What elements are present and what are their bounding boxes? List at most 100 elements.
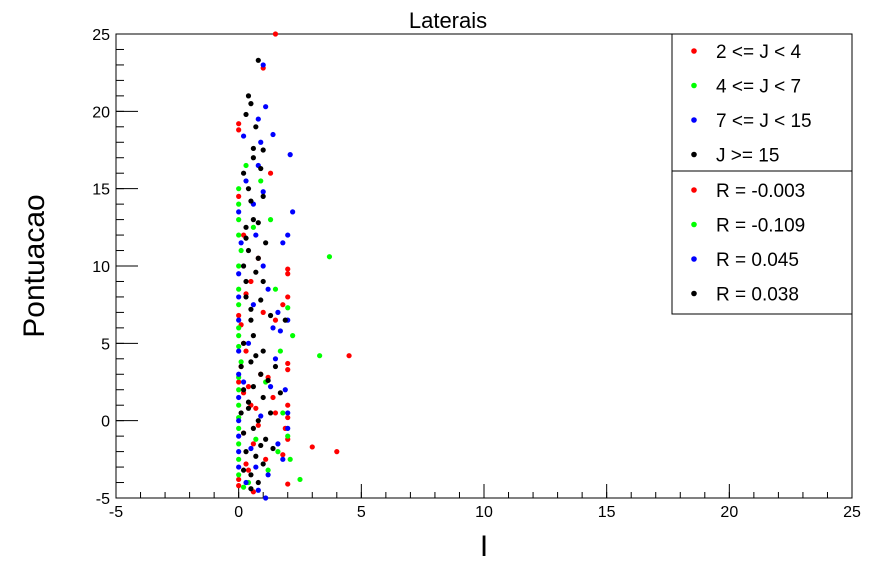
data-point [263,104,269,110]
data-point [243,294,249,300]
data-point [255,487,261,493]
data-point [272,356,279,362]
data-point [238,410,244,416]
data-point [260,189,266,195]
data-point [236,402,242,408]
data-point [250,145,256,152]
x-axis-ticks: -5 0 5 10 15 20 25 [109,484,861,521]
data-point [236,286,242,292]
data-point [236,325,242,331]
data-point [245,399,252,405]
data-point [263,456,269,462]
data-point [280,410,286,416]
data-point [250,384,256,390]
data-point [326,254,333,260]
x-tick-label: 5 [357,504,366,521]
data-point [277,348,283,354]
data-point [275,449,281,455]
data-point [240,467,247,473]
y-tick-label: 25 [92,27,110,44]
data-point [255,116,261,122]
data-point [297,476,303,483]
data-point [236,232,242,238]
y-tick-label: 0 [101,414,110,431]
legend-frame [671,33,853,315]
data-point [245,384,252,390]
correlation-entry-label: R = -0.003 [716,181,805,202]
data-point [236,271,242,277]
data-point [272,286,279,292]
data-point [243,224,249,230]
data-point [238,247,244,254]
data-point [265,377,271,384]
data-point [243,162,249,169]
correlation-entry-label: R = 0.045 [716,250,799,271]
correlation-entry-marker [691,256,697,262]
data-point [258,442,264,449]
data-point [272,317,279,323]
data-point [290,209,296,215]
legend-entry-marker [691,48,697,54]
data-point [248,317,254,323]
data-point [243,479,249,486]
data-point [285,305,291,311]
data-point [260,263,266,269]
data-point [236,263,242,269]
y-tick-label: 15 [92,182,110,199]
data-point [270,325,276,331]
data-point [253,353,259,359]
data-point [236,476,242,483]
data-point [240,263,247,269]
data-point [250,425,256,431]
data-point [285,360,291,367]
data-point [267,384,274,390]
data-point [236,483,242,489]
data-point [236,371,242,377]
data-point [238,240,244,246]
data-point [236,449,242,455]
legend-entry-marker [691,117,697,123]
data-point [258,297,264,303]
data-point [267,170,274,176]
data-point [253,124,259,130]
data-point [282,317,288,323]
legend-entry-marker [691,151,697,158]
data-point [250,333,256,339]
data-point [277,390,283,396]
chart-title: Laterais [409,8,487,33]
data-point [255,57,261,63]
data-point [236,333,242,339]
data-point [285,402,291,408]
data-point [260,309,266,315]
data-point [236,186,242,192]
data-point [248,198,254,204]
data-point [248,101,254,107]
data-point [236,217,242,223]
data-point [280,452,286,458]
data-point [260,461,266,467]
y-tick-label: 10 [92,259,110,276]
data-point [248,359,254,365]
data-point [236,425,242,431]
data-point [277,328,283,334]
data-point [245,467,252,473]
data-point [245,247,252,254]
data-point [258,413,264,419]
data-point [236,348,242,354]
data-point [260,147,266,153]
data-point [250,155,256,161]
x-tick-label: 10 [475,504,493,521]
data-point [236,193,242,199]
data-point [236,294,242,300]
data-point [238,363,244,370]
legend-entry-label: 7 <= J < 15 [716,111,812,132]
data-point [260,348,266,354]
data-point [253,436,259,442]
data-point [243,235,249,241]
correlation-entry-label: R = 0.038 [716,285,799,306]
x-tick-label: 15 [598,504,616,521]
data-point [285,271,291,277]
data-point [258,371,264,377]
data-point [243,278,249,285]
